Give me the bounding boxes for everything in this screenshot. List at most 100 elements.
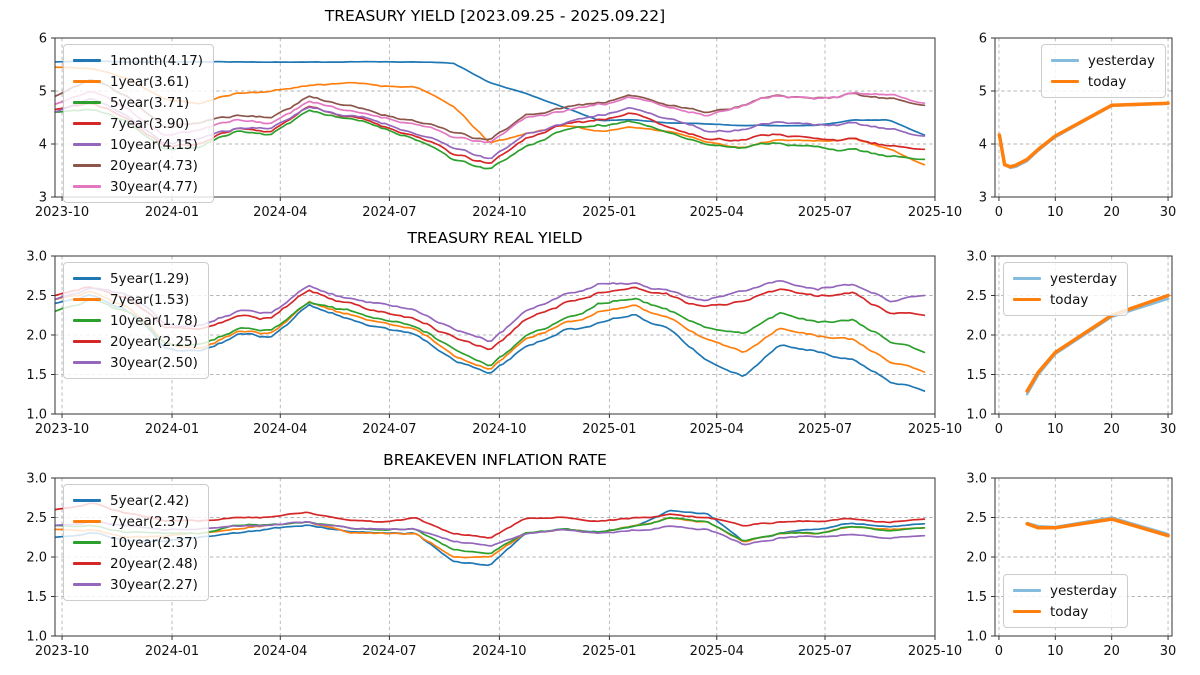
legend-entry: 10year(2.37)	[73, 532, 198, 553]
legend-treasury-yield-history: 1month(4.17) 1year(3.61) 5year(3.71) 7year(…	[63, 44, 214, 203]
legend-label: 30year(4.77)	[110, 178, 198, 195]
x-tick-label: 2023-10	[35, 205, 89, 220]
y-tick-label: 2.0	[26, 329, 47, 344]
legend-line-sample	[73, 59, 101, 62]
legend-label: yesterday	[1050, 270, 1118, 287]
legend-label: 20year(2.48)	[110, 555, 198, 572]
legend-entry: yesterday	[1013, 268, 1117, 289]
legend-line-sample	[73, 164, 101, 167]
x-tick-label: 2024-10	[472, 205, 526, 220]
plot-canvas-breakeven-inflation-history: 2023-10 2024-01 2024-04 2024-07 2024-10 2025-…	[26, 472, 962, 660]
chart-breakeven-curve: 0 10 20 30 1.0 1.5 2.0 2.5 3.0 yesterday today	[966, 472, 1176, 660]
y-tick-label: 6	[39, 32, 47, 47]
y-tick-label: 2.0	[966, 551, 987, 566]
legend-label: 5year(2.42)	[110, 492, 190, 509]
y-tick-label: 3.0	[966, 472, 987, 487]
y-tick-label: 2.5	[966, 289, 987, 304]
legend-line-sample	[1050, 79, 1079, 84]
legend-line-sample	[73, 185, 101, 188]
y-tick-label: 6	[979, 32, 987, 47]
y-tick-label: 3	[979, 191, 987, 206]
legend-entry: 7year(1.53)	[73, 289, 198, 310]
x-tick-label: 2025-10	[908, 644, 962, 659]
x-tick-label: 2025-10	[908, 422, 962, 437]
x-tick-label: 10	[1047, 644, 1064, 659]
legend-label: 20year(2.25)	[110, 333, 198, 350]
x-tick-label: 20	[1103, 644, 1120, 659]
legend-entry: 20year(2.48)	[73, 553, 198, 574]
legend-label: 10year(2.37)	[110, 534, 198, 551]
y-tick-label: 5	[979, 85, 987, 100]
legend-entry: 7year(3.90)	[73, 113, 203, 134]
legend-entry: today	[1050, 71, 1155, 92]
legend-entry: yesterday	[1013, 580, 1117, 601]
legend-label: 30year(2.27)	[110, 576, 198, 593]
legend-line-sample	[1050, 59, 1079, 62]
x-tick-label: 0	[995, 644, 1003, 659]
y-tick-label: 1.0	[26, 408, 47, 423]
x-tick-label: 2025-01	[582, 644, 636, 659]
y-tick-label: 1.5	[966, 590, 987, 605]
y-tick-label: 3.0	[26, 472, 47, 487]
legend-entry: 30year(2.50)	[73, 352, 198, 373]
x-tick-label: 2025-07	[798, 644, 852, 659]
y-tick-label: 2.0	[26, 551, 47, 566]
legend-breakeven-inflation-history: 5year(2.42) 7year(2.37) 10year(2.37) 20year…	[63, 484, 209, 601]
legend-label: today	[1050, 291, 1089, 308]
legend-line-sample	[73, 298, 101, 301]
x-tick-label: 2024-04	[253, 644, 307, 659]
legend-label: 7year(2.37)	[110, 513, 190, 530]
x-tick-label: 30	[1160, 422, 1177, 437]
line-today	[997, 101, 1170, 169]
y-tick-label: 2.5	[26, 511, 47, 526]
x-tick-label: 2025-07	[798, 422, 852, 437]
x-tick-label: 10	[1047, 205, 1064, 220]
legend-label: 7year(3.90)	[110, 115, 190, 132]
legend-entry: 10year(1.78)	[73, 310, 198, 331]
x-tick-label: 2024-10	[472, 422, 526, 437]
title-treasury-real-yield: TREASURY REAL YIELD	[407, 229, 583, 247]
legend-line-sample	[73, 361, 101, 364]
x-tick-label: 2024-07	[362, 644, 416, 659]
x-tick-label: 2025-10	[908, 205, 962, 220]
legend-line-sample	[73, 80, 101, 83]
x-tick-label: 2023-10	[35, 644, 89, 659]
legend-line-sample	[73, 541, 101, 544]
legend-line-sample	[1013, 277, 1041, 280]
legend-line-sample	[73, 319, 101, 322]
legend-entry: 30year(4.77)	[73, 176, 203, 197]
legend-label: today	[1087, 73, 1127, 90]
legend-line-sample	[73, 562, 101, 565]
legend-line-sample	[1013, 589, 1041, 592]
chart-real-yield-curve: 0 10 20 30 1.0 1.5 2.0 2.5 3.0 yesterday today	[966, 250, 1176, 438]
y-tick-label: 5	[39, 85, 47, 100]
x-tick-label: 2024-07	[362, 205, 416, 220]
y-tick-label: 4	[39, 138, 47, 153]
x-tick-label: 0	[995, 205, 1003, 220]
legend-line-sample	[73, 101, 101, 104]
chart-treasury-yield-history: 2023-10 2024-01 2024-04 2024-07 2024-10 2025-…	[35, 32, 962, 221]
legend-label: 1year(3.61)	[110, 73, 190, 90]
y-tick-label: 3.0	[966, 250, 987, 265]
legend-line-sample	[73, 122, 101, 125]
x-tick-label: 2025-07	[798, 205, 852, 220]
x-tick-label: 2025-01	[582, 422, 636, 437]
y-tick-label: 1.0	[26, 630, 47, 645]
x-tick-label: 2024-10	[472, 644, 526, 659]
legend-entry: 7year(2.37)	[73, 511, 198, 532]
x-tick-label: 0	[995, 422, 1003, 437]
y-tick-label: 2.5	[26, 289, 47, 304]
y-tick-label: 3	[39, 191, 47, 206]
x-tick-label: 2024-07	[362, 422, 416, 437]
legend-label: 5year(3.71)	[110, 94, 190, 111]
title-breakeven-inflation: BREAKEVEN INFLATION RATE	[383, 451, 607, 469]
x-tick-label: 10	[1047, 422, 1064, 437]
x-tick-label: 2024-04	[253, 205, 307, 220]
legend-line-sample	[1013, 297, 1041, 302]
legend-label: today	[1050, 603, 1089, 620]
legend-label: 10year(1.78)	[110, 312, 198, 329]
legend-label: 30year(2.50)	[110, 354, 198, 371]
x-tick-label: 30	[1160, 644, 1177, 659]
x-tick-label: 2025-04	[690, 644, 744, 659]
legend-entry: 20year(4.73)	[73, 155, 203, 176]
